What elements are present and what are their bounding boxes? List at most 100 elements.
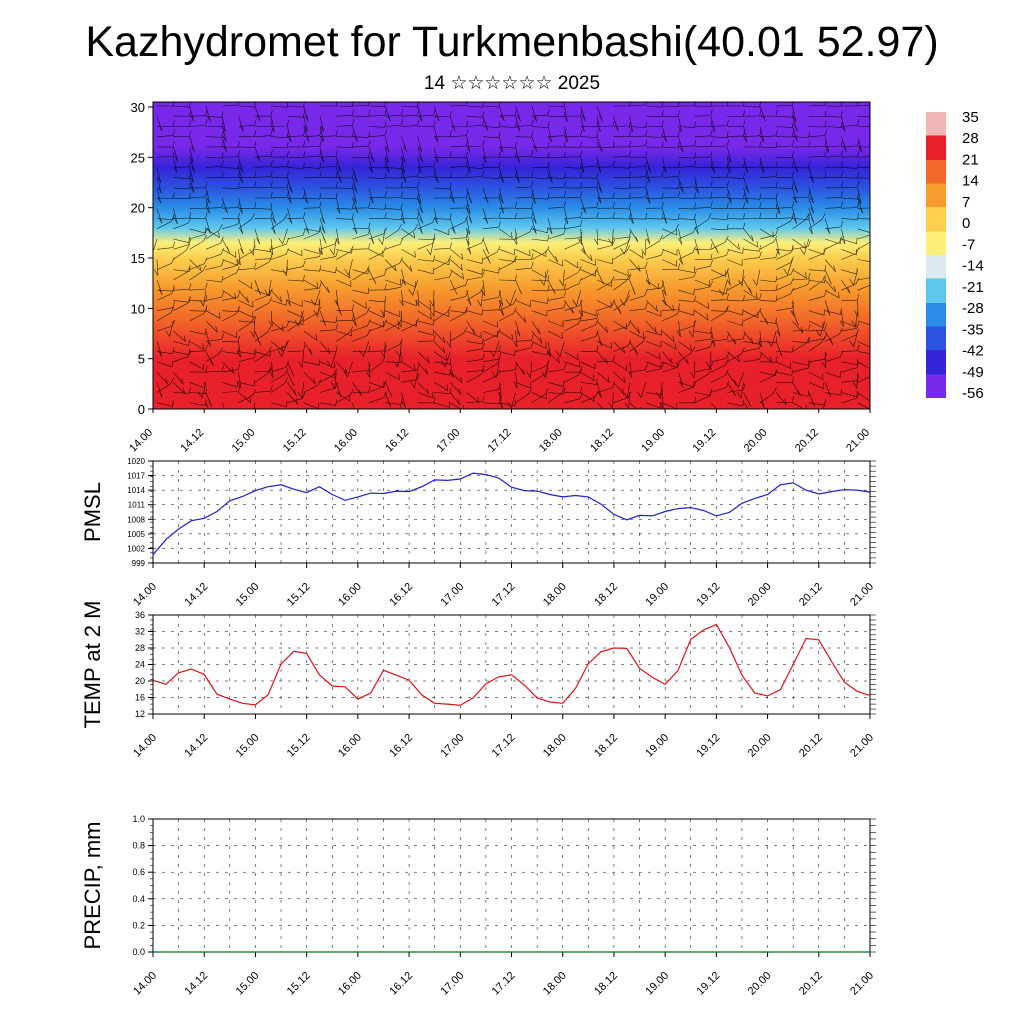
panel-frame xyxy=(152,460,871,564)
ytick-label: 20 xyxy=(135,676,145,686)
xtick-label: 14.12 xyxy=(182,581,210,609)
axis-ylabel: TEMP at 2 M xyxy=(80,601,105,729)
xtick-label: 15.00 xyxy=(234,732,262,760)
temp-panel: 12 16 20 24 28 32 36 14.00 14.12 15.00 15.12 16.00 1… xyxy=(80,601,876,760)
xtick-label: 16.12 xyxy=(387,732,415,760)
series-line xyxy=(152,472,871,556)
xtick-label: 14.00 xyxy=(131,581,159,609)
cross-section-xtick-label: 14.00 xyxy=(127,427,155,455)
colorbar-label: 28 xyxy=(962,130,979,147)
xtick-label: 18.12 xyxy=(592,970,620,998)
xtick-label: 17.00 xyxy=(438,732,466,760)
xtick-label: 19.12 xyxy=(695,970,723,998)
xtick-label: 14.00 xyxy=(131,732,159,760)
cross-section-ytick-label: 5 xyxy=(138,352,145,367)
ytick-label: 0.4 xyxy=(132,894,145,904)
cross-section-xtick-label: 17.12 xyxy=(486,427,514,455)
xtick-label: 16.12 xyxy=(387,581,415,609)
colorbar-label: 7 xyxy=(962,194,970,211)
xtick-label: 19.12 xyxy=(695,732,723,760)
colorbar-label: 35 xyxy=(962,109,979,126)
xtick-label: 20.12 xyxy=(797,732,825,760)
xtick-label: 15.12 xyxy=(285,970,313,998)
xtick-label: 20.00 xyxy=(746,581,774,609)
xtick-label: 16.00 xyxy=(336,581,364,609)
xtick-label: 20.12 xyxy=(797,581,825,609)
colorbar-label: -14 xyxy=(962,258,984,275)
ytick-label: 36 xyxy=(135,610,145,620)
xtick-label: 18.12 xyxy=(592,581,620,609)
xtick-label: 15.12 xyxy=(285,581,313,609)
page-subtitle: 14 ☆☆☆☆☆☆ 2025 xyxy=(423,73,601,94)
colorbar-label: -7 xyxy=(962,236,975,253)
cross-section-ytick-label: 20 xyxy=(131,201,145,216)
cross-section-xtick-label: 19.00 xyxy=(639,427,667,455)
axis-ylabel: PMSL xyxy=(80,482,105,542)
ytick-label: 32 xyxy=(135,627,145,637)
xtick-label: 15.00 xyxy=(234,581,262,609)
cross-section-xtick-label: 18.00 xyxy=(537,427,565,455)
xtick-label: 17.12 xyxy=(490,732,518,760)
cross-section-ytick-label: 15 xyxy=(131,251,145,266)
cross-section-xtick-label: 17.00 xyxy=(434,427,462,455)
xtick-label: 14.12 xyxy=(182,732,210,760)
cross-section-ytick-label: 0 xyxy=(138,402,145,417)
series-line xyxy=(152,623,871,706)
cross-section-xtick-label: 20.12 xyxy=(793,427,821,455)
xtick-label: 18.00 xyxy=(541,732,569,760)
ytick-label: 24 xyxy=(135,660,145,670)
cross-section-panel: 0 5 10 15 20 25 30 14.00 14.12 15.00 15.12 16.00 16.… xyxy=(127,100,872,455)
xtick-label: 15.12 xyxy=(285,732,313,760)
colorbar-label: 21 xyxy=(962,151,979,168)
ytick-label: 1011 xyxy=(128,501,146,510)
xtick-label: 20.12 xyxy=(797,970,825,998)
cross-section-xtick-label: 18.12 xyxy=(588,427,616,455)
colorbar-ramp xyxy=(926,112,946,398)
xtick-label: 16.00 xyxy=(336,732,364,760)
xtick-label: 19.00 xyxy=(643,732,671,760)
colorbar-label: 0 xyxy=(962,215,970,232)
ytick-label: 0.0 xyxy=(132,947,145,957)
cross-section-xtick-label: 15.00 xyxy=(230,427,258,455)
colorbar-label: -35 xyxy=(962,321,984,338)
xtick-label: 16.12 xyxy=(387,970,415,998)
ytick-label: 1017 xyxy=(127,472,145,481)
ytick-label: 12 xyxy=(135,709,145,719)
xtick-label: 17.12 xyxy=(490,970,518,998)
cross-section-xtick-label: 21.00 xyxy=(844,427,872,455)
ytick-label: 1008 xyxy=(127,515,145,524)
colorbar-label: -56 xyxy=(962,385,984,402)
xtick-label: 16.00 xyxy=(336,970,364,998)
precip-panel: 0.0 0.2 0.4 0.6 0.8 1.0 14.00 14.12 15.00 15.12 16… xyxy=(80,814,876,998)
cross-section-xtick-label: 19.12 xyxy=(691,427,719,455)
colorbar-label: -21 xyxy=(962,279,984,296)
ytick-label: 1020 xyxy=(127,457,145,466)
colorbar-label: -28 xyxy=(962,300,984,317)
xtick-label: 19.12 xyxy=(695,581,723,609)
ytick-label: 28 xyxy=(135,643,145,653)
cross-section-ytick-label: 25 xyxy=(131,150,145,165)
cross-section-xtick-label: 15.12 xyxy=(281,427,309,455)
xtick-label: 18.00 xyxy=(541,970,569,998)
xtick-label: 14.12 xyxy=(182,970,210,998)
wind-barbs xyxy=(153,102,870,409)
colorbar-label: 14 xyxy=(962,173,979,190)
cross-section-xtick-label: 16.12 xyxy=(383,427,411,455)
colorbar-label: -49 xyxy=(962,364,984,381)
ytick-label: 999 xyxy=(132,559,146,568)
ytick-label: 1002 xyxy=(127,544,145,553)
cross-section-xtick-label: 16.00 xyxy=(332,427,360,455)
ytick-label: 0.2 xyxy=(132,920,145,930)
xtick-label: 14.00 xyxy=(131,970,159,998)
colorbar-label: -42 xyxy=(962,343,984,360)
xtick-label: 20.00 xyxy=(746,732,774,760)
xtick-label: 17.00 xyxy=(438,970,466,998)
colorbar: 35 28 21 14 7 0 -7 -14 -21 -28 -35 -42 -49 -56 xyxy=(926,109,984,402)
ytick-label: 0.6 xyxy=(132,867,145,877)
xtick-label: 21.00 xyxy=(848,970,876,998)
xtick-label: 18.12 xyxy=(592,732,620,760)
ytick-label: 1.0 xyxy=(132,814,145,824)
xtick-label: 17.12 xyxy=(490,581,518,609)
cross-section-ytick-label: 10 xyxy=(131,301,145,316)
